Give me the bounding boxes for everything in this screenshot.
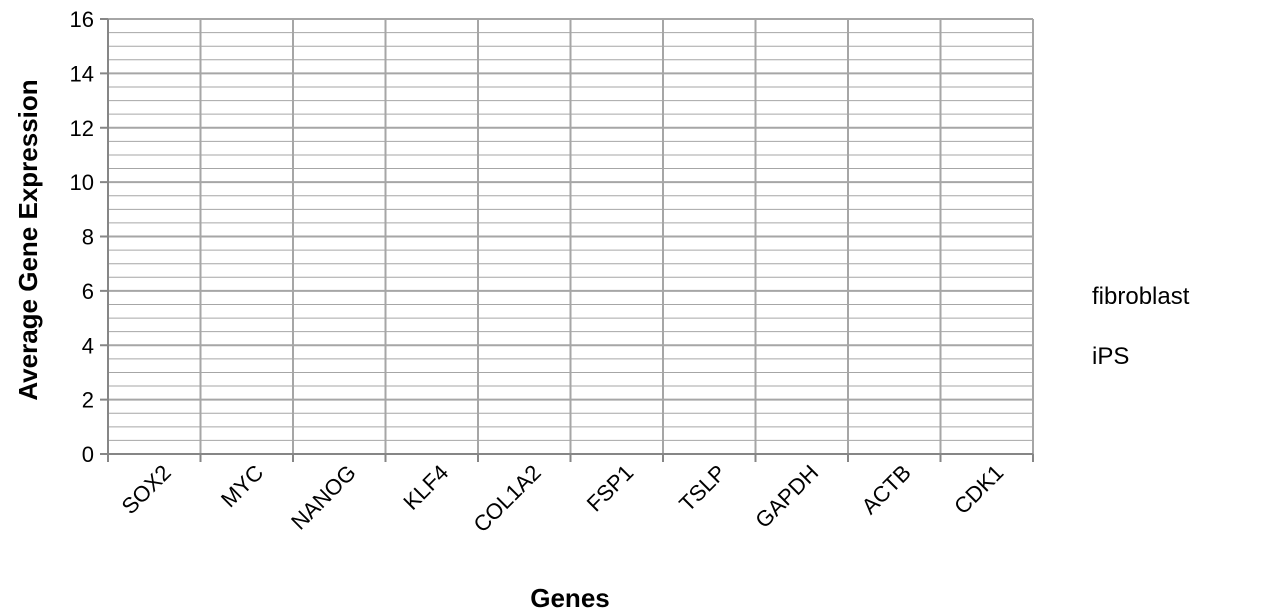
- x-tick-label-myc: MYC: [216, 460, 268, 512]
- x-tick-label-gapdh: GAPDH: [750, 460, 823, 533]
- x-tick-label-tslp: TSLP: [674, 460, 731, 517]
- y-tick-label: 0: [82, 442, 94, 467]
- legend-item-fibroblast: fibroblast: [1092, 283, 1190, 310]
- x-axis-title: Genes: [530, 583, 610, 613]
- y-tick-labels: 0 2 4 6 8 10 12 14 16: [70, 7, 94, 467]
- x-tick-label-col1a2: COL1A2: [468, 460, 545, 537]
- x-tick-label-fsp1: FSP1: [582, 460, 639, 517]
- y-tick-label: 14: [70, 61, 94, 86]
- x-tick-label-sox2: SOX2: [117, 460, 176, 519]
- x-tick-label-cdk1: CDK1: [949, 460, 1008, 519]
- y-tick-label: 12: [70, 116, 94, 141]
- y-tick-label: 16: [70, 7, 94, 32]
- x-tick-label-actb: ACTB: [857, 460, 916, 519]
- y-tick-label: 6: [82, 279, 94, 304]
- legend-item-ips: iPS: [1092, 343, 1130, 370]
- x-tick-label-nanog: NANOG: [286, 460, 361, 535]
- y-tick-label: 10: [70, 170, 94, 195]
- x-tick-label-klf4: KLF4: [398, 460, 453, 515]
- y-tick-label: 4: [82, 333, 94, 358]
- y-tick-label: 2: [82, 388, 94, 413]
- y-axis-title: Average Gene Expression: [13, 79, 43, 400]
- y-tick-label: 8: [82, 225, 94, 250]
- category-gridlines: [199, 19, 1034, 454]
- x-tick-labels: SOX2 MYC NANOG KLF4 COL1A2 FSP1 TSLP GAPDH ACTB C…: [117, 460, 1009, 537]
- axes: [100, 18, 1034, 462]
